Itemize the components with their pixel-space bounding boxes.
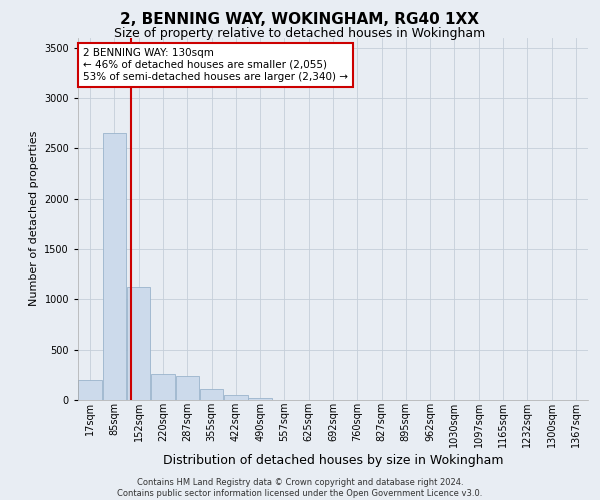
Bar [103,133,126,400]
Text: Contains HM Land Registry data © Crown copyright and database right 2024.
Contai: Contains HM Land Registry data © Crown c… [118,478,482,498]
X-axis label: Distribution of detached houses by size in Wokingham: Distribution of detached houses by size … [163,454,503,467]
Bar [151,374,175,400]
Text: 2 BENNING WAY: 130sqm
← 46% of detached houses are smaller (2,055)
53% of semi-d: 2 BENNING WAY: 130sqm ← 46% of detached … [83,48,348,82]
Bar [248,398,272,400]
Bar [200,389,223,400]
Bar [224,395,248,400]
Text: Size of property relative to detached houses in Wokingham: Size of property relative to detached ho… [115,28,485,40]
Y-axis label: Number of detached properties: Number of detached properties [29,131,38,306]
Text: 2, BENNING WAY, WOKINGHAM, RG40 1XX: 2, BENNING WAY, WOKINGHAM, RG40 1XX [121,12,479,28]
Bar [127,287,151,400]
Bar [79,380,102,400]
Bar [176,376,199,400]
